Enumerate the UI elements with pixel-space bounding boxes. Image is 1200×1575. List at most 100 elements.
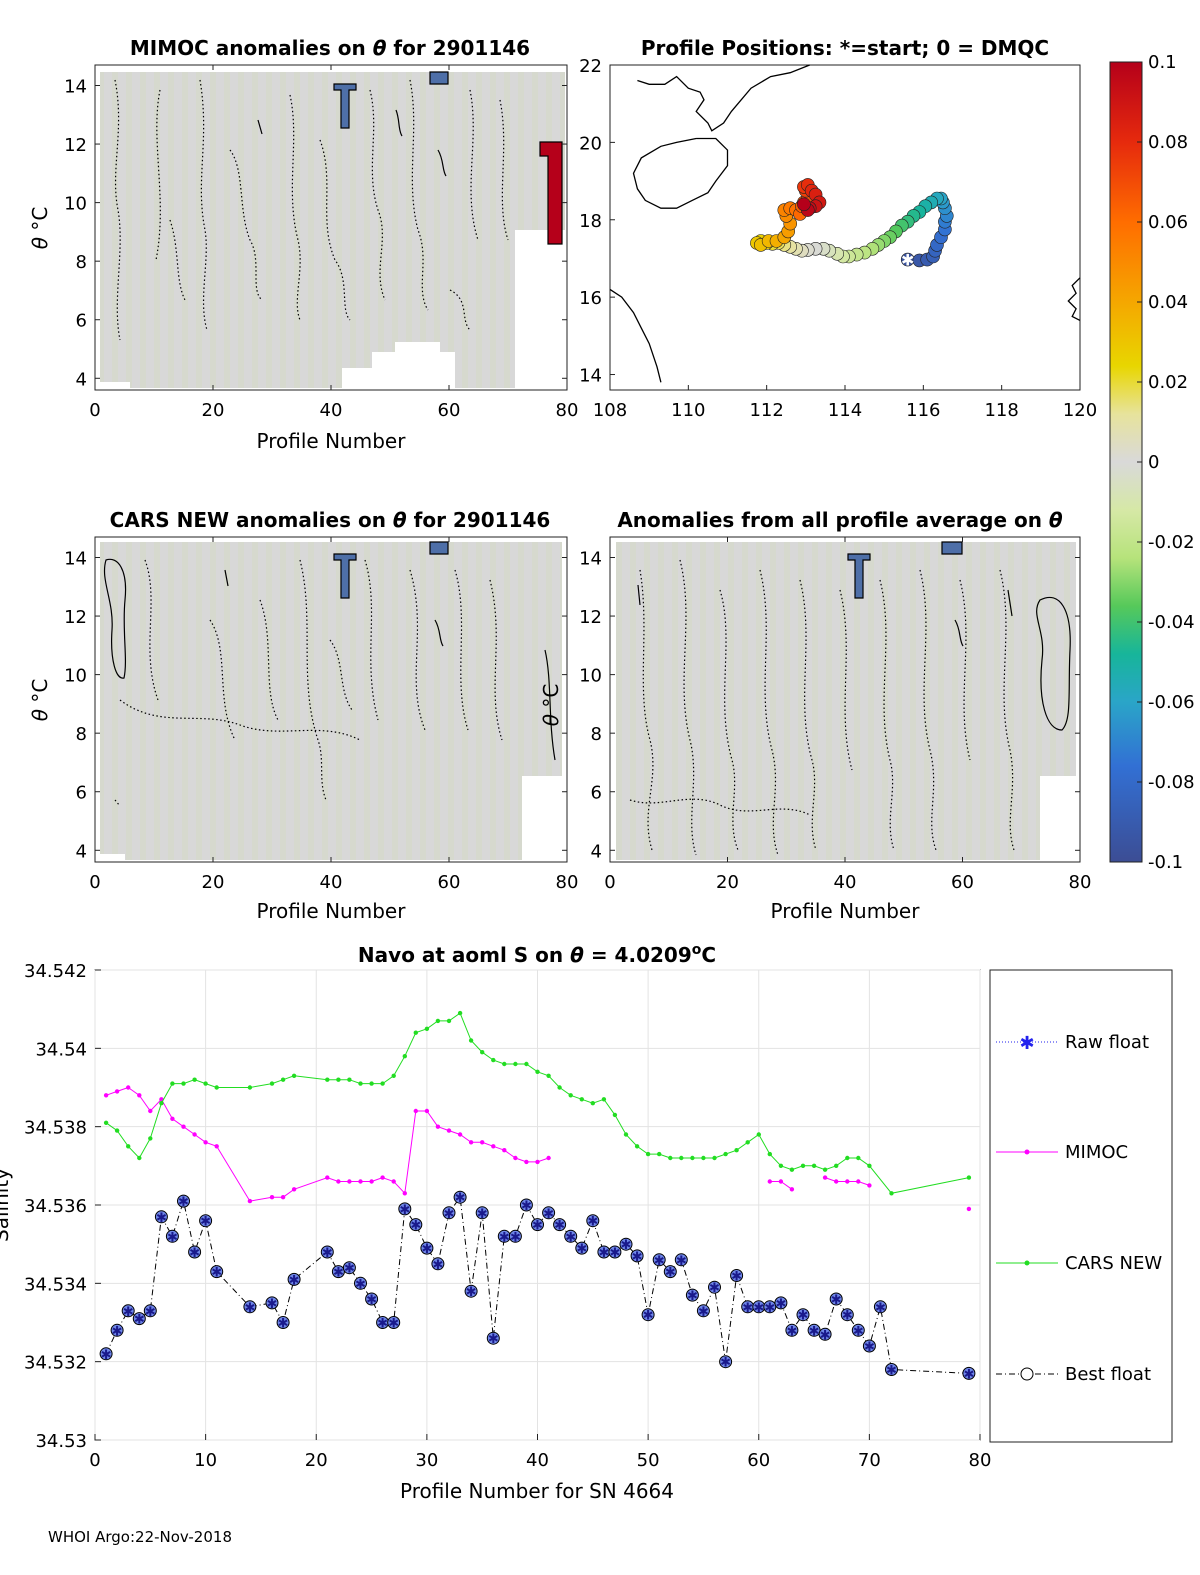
colorbar-tick-label: -0.02 (1148, 532, 1195, 553)
mimoc-marker (325, 1175, 330, 1180)
y-tick-label: 12 (64, 135, 87, 156)
coastline-segment (632, 137, 729, 209)
raw-float-marker: ✱ (344, 1262, 355, 1277)
mimoc-marker (966, 1206, 972, 1212)
mimoc-marker (347, 1179, 352, 1184)
colorbar-tick-label: 0 (1148, 452, 1159, 473)
raw-float-marker: ✱ (167, 1230, 178, 1245)
x-tick-label: 40 (526, 1450, 549, 1471)
best-float-marker (453, 1190, 467, 1204)
best-float-marker (320, 1245, 334, 1259)
cars-new-marker (811, 1163, 817, 1169)
mimoc-marker (126, 1085, 131, 1090)
x-tick-label: 116 (906, 400, 940, 421)
best-float-marker (442, 1206, 456, 1220)
raw-float-marker: ✱ (289, 1273, 300, 1288)
cars-new-marker (889, 1191, 894, 1196)
raw-float-marker: ✱ (123, 1305, 134, 1320)
raw-float-marker: ✱ (963, 1367, 974, 1382)
raw-float-marker: ✱ (211, 1266, 222, 1281)
mimoc-marker (424, 1108, 430, 1114)
average-title: Anomalies from all profile average on θ (617, 508, 1063, 532)
cars-new-marker (203, 1081, 208, 1086)
raw-float-marker: ✱ (134, 1313, 145, 1328)
raw-float-marker: ✱ (643, 1309, 654, 1324)
y-tick-label: 6 (76, 783, 87, 804)
raw-float-marker: ✱ (676, 1254, 687, 1269)
mimoc-marker (535, 1159, 540, 1165)
cars-data-region (100, 542, 562, 860)
best-float-marker (342, 1261, 356, 1275)
mimoc-marker (402, 1191, 407, 1196)
mimoc-marker (336, 1179, 341, 1184)
best-float-marker (862, 1339, 876, 1353)
cars-new-marker (480, 1050, 485, 1055)
y-tick-label: 14 (579, 548, 602, 569)
average-field (616, 541, 1076, 860)
colorbar-tick-label: 0.06 (1148, 212, 1188, 233)
mimoc-marker (137, 1093, 142, 1098)
best-float-marker (210, 1265, 224, 1279)
best-float-marker (730, 1269, 744, 1282)
cars-new-marker (402, 1054, 407, 1059)
mimoc-marker (502, 1148, 507, 1153)
mimoc-marker (867, 1183, 872, 1188)
raw-float-marker: ✱ (145, 1305, 156, 1320)
best-float-marker (962, 1366, 976, 1380)
mimoc-marker (546, 1155, 551, 1161)
average-xlabel: Profile Number (771, 899, 921, 923)
cars-xlabel: Profile Number (257, 899, 407, 923)
best-float-marker (774, 1296, 788, 1310)
positions-title: Profile Positions: *=start; 0 = DMQC (641, 36, 1049, 60)
x-tick-label: 70 (858, 1450, 881, 1471)
raw-float-marker: ✱ (587, 1215, 598, 1230)
cars-new-marker (712, 1155, 717, 1161)
best-float-marker (785, 1323, 799, 1337)
raw-float-marker: ✱ (543, 1207, 554, 1222)
raw-float-marker: ✱ (775, 1297, 786, 1312)
raw-float-marker: ✱ (565, 1230, 576, 1245)
y-tick-label: 16 (579, 288, 602, 309)
cars-new-marker (856, 1155, 861, 1161)
raw-float-marker: ✱ (200, 1215, 211, 1230)
cars-overlap-label: θ °C (539, 684, 563, 727)
salinity-series: ✱✱✱✱✱✱✱✱✱✱✱✱ ✱✱✱✱✱ ✱✱✱✱ ✱✱✱✱✱✱✱✱✱✱✱ ✱✱✱✱✱✱✱✱… (99, 1010, 976, 1382)
average-solid-contours (637, 584, 1071, 731)
raw-float-marker: ✱ (178, 1195, 189, 1210)
cars-new-marker (524, 1061, 529, 1067)
raw-float-marker: ✱ (278, 1317, 289, 1332)
raw-float-marker: ✱ (499, 1230, 510, 1245)
y-tick-label: 20 (579, 133, 602, 154)
cars-new-marker (369, 1081, 374, 1086)
cars-contours (114, 559, 503, 807)
y-tick-label: 6 (591, 783, 602, 804)
mimoc-axes: 0 20 40 60 80 4 6 8 10 12 14 (64, 65, 578, 421)
raw-float-marker: ✱ (455, 1191, 466, 1206)
mimoc-marker (114, 1089, 120, 1094)
mimoc-marker (822, 1175, 828, 1180)
cars-new-marker (634, 1144, 640, 1149)
y-tick-label: 10 (64, 666, 87, 687)
mimoc-xlabel: Profile Number (257, 429, 407, 453)
colorbar-tick-label: -0.04 (1148, 612, 1195, 633)
best-float-marker (243, 1300, 257, 1314)
cars-anomaly-cold-b (429, 541, 449, 555)
raw-float-marker: ✱ (654, 1254, 665, 1269)
mimoc-anomaly-cold-a (333, 83, 357, 129)
y-tick-label: 34.532 (24, 1353, 87, 1374)
best-float-marker (276, 1316, 290, 1329)
cars-new-marker (358, 1081, 363, 1086)
raw-float-marker: ✱ (698, 1305, 709, 1320)
raw-float-marker: ✱ (753, 1301, 764, 1316)
cars-new-marker (336, 1077, 341, 1082)
mimoc-marker (468, 1140, 474, 1145)
mimoc-marker (767, 1179, 772, 1184)
salinity-ylabel: Salinity (0, 1168, 13, 1242)
cars-new-marker (513, 1061, 518, 1067)
footer-credit: WHOI Argo:22-Nov-2018 (48, 1528, 232, 1546)
mimoc-marker (214, 1144, 219, 1149)
raw-float-marker: ✱ (410, 1219, 421, 1234)
best-float-marker (796, 1308, 810, 1322)
cars-new-marker (668, 1155, 673, 1161)
mimoc-field (100, 71, 565, 388)
